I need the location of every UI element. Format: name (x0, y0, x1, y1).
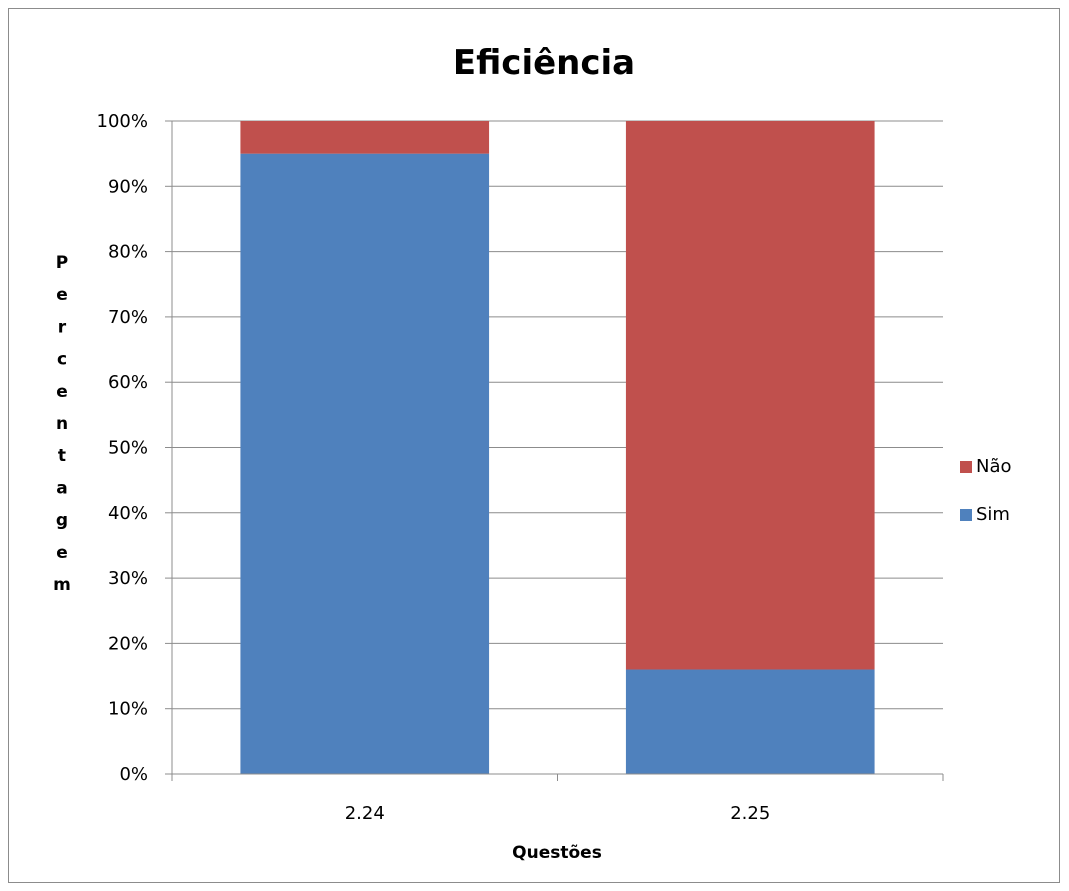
legend-label: Sim (976, 504, 1010, 525)
axes (165, 120, 944, 781)
y-tick-label: 70% (108, 307, 148, 328)
y-tick-label: 40% (108, 503, 148, 524)
y-tick-label: 20% (108, 633, 148, 654)
legend: Não Sim (960, 456, 1012, 525)
y-tick-label: 60% (108, 372, 148, 393)
y-axis-title-letter: r (58, 317, 67, 337)
bar-sim-2-25 (625, 669, 875, 774)
y-tick-label: 90% (108, 176, 148, 197)
x-tick-label: 2.25 (730, 803, 770, 824)
y-tick-label: 100% (97, 111, 148, 132)
bar-no-2-25 (625, 121, 875, 670)
legend-label: Não (976, 456, 1012, 477)
y-tick-label: 80% (108, 242, 148, 263)
y-axis-title-letter: P (56, 253, 68, 273)
bars (240, 121, 875, 774)
bar-no-2-24 (240, 121, 490, 154)
y-tick-labels: 0% 10% 20% 30% 40% 50% 60% 70% 80% 90% 100% (97, 111, 148, 785)
y-axis-title-letter: e (56, 543, 68, 563)
legend-swatch (960, 509, 972, 521)
bar-sim-2-24 (240, 153, 490, 774)
x-axis-title: Questões (512, 843, 602, 863)
y-axis-title-letter: e (56, 382, 68, 402)
legend-swatch (960, 461, 972, 473)
x-tick-labels: 2.24 2.25 (345, 803, 771, 824)
y-axis-title-letter: c (57, 350, 67, 370)
y-axis-title-letter: n (56, 414, 68, 434)
y-axis-title-letter: t (58, 446, 66, 466)
y-axis-title-letter: g (56, 511, 68, 531)
y-axis-title-letter: a (56, 478, 67, 498)
x-tick-label: 2.24 (345, 803, 385, 824)
y-axis-title-letter: e (56, 285, 68, 305)
y-tick-label: 0% (119, 764, 148, 785)
y-tick-label: 50% (108, 438, 148, 459)
y-axis-title-letter: m (53, 575, 71, 595)
chart-title: Eficiência (453, 43, 635, 83)
chart-frame (8, 8, 1060, 883)
y-tick-label: 30% (108, 568, 148, 589)
y-tick-label: 10% (108, 699, 148, 720)
